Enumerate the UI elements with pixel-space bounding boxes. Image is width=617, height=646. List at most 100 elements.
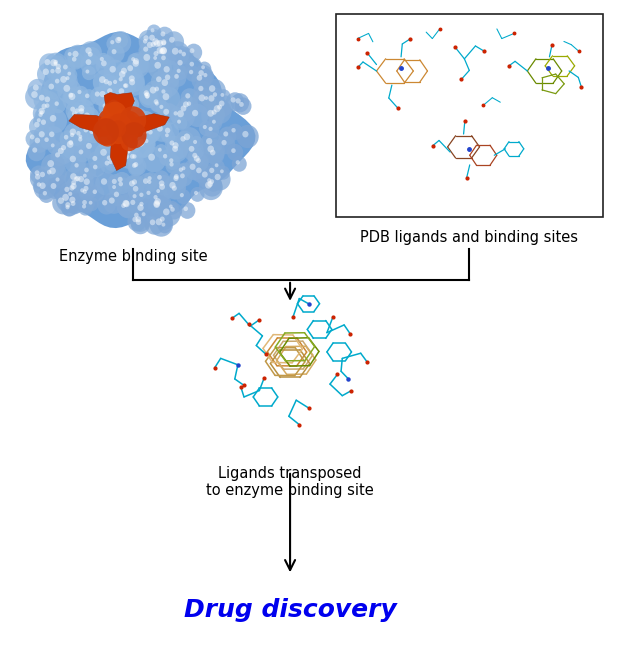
Circle shape bbox=[183, 97, 198, 114]
Circle shape bbox=[150, 87, 156, 94]
Circle shape bbox=[149, 35, 155, 41]
Text: Drug discovery: Drug discovery bbox=[184, 598, 397, 622]
Circle shape bbox=[73, 170, 94, 193]
Circle shape bbox=[63, 65, 68, 70]
Circle shape bbox=[163, 93, 169, 100]
Circle shape bbox=[236, 125, 259, 148]
Circle shape bbox=[226, 92, 244, 111]
Circle shape bbox=[163, 209, 170, 215]
Circle shape bbox=[146, 191, 151, 195]
Circle shape bbox=[110, 127, 115, 132]
Circle shape bbox=[159, 180, 164, 186]
Circle shape bbox=[196, 165, 217, 188]
Circle shape bbox=[154, 43, 174, 64]
Circle shape bbox=[132, 132, 155, 158]
Circle shape bbox=[30, 134, 35, 140]
Circle shape bbox=[51, 147, 68, 166]
Circle shape bbox=[103, 192, 125, 214]
Circle shape bbox=[89, 201, 93, 205]
Circle shape bbox=[123, 70, 144, 92]
Circle shape bbox=[169, 205, 173, 209]
Circle shape bbox=[102, 151, 118, 168]
Circle shape bbox=[165, 158, 181, 174]
Circle shape bbox=[86, 70, 89, 74]
Circle shape bbox=[106, 36, 121, 52]
Circle shape bbox=[176, 189, 191, 204]
Circle shape bbox=[72, 99, 94, 122]
Circle shape bbox=[144, 90, 149, 96]
Circle shape bbox=[209, 168, 214, 173]
Circle shape bbox=[180, 173, 185, 178]
Circle shape bbox=[172, 142, 178, 149]
Circle shape bbox=[40, 133, 56, 150]
Circle shape bbox=[205, 123, 220, 138]
Circle shape bbox=[143, 47, 148, 52]
Circle shape bbox=[48, 140, 61, 154]
Circle shape bbox=[31, 91, 38, 98]
Circle shape bbox=[34, 122, 39, 128]
Circle shape bbox=[115, 73, 130, 89]
Circle shape bbox=[143, 115, 147, 120]
Circle shape bbox=[75, 109, 95, 131]
Circle shape bbox=[184, 158, 205, 180]
Circle shape bbox=[80, 41, 102, 65]
Circle shape bbox=[110, 31, 131, 54]
Circle shape bbox=[81, 137, 101, 159]
Circle shape bbox=[59, 130, 76, 147]
Circle shape bbox=[86, 59, 91, 65]
Circle shape bbox=[50, 59, 57, 67]
Circle shape bbox=[231, 128, 236, 132]
Circle shape bbox=[103, 109, 117, 123]
Circle shape bbox=[39, 131, 45, 138]
Circle shape bbox=[132, 180, 137, 185]
Circle shape bbox=[178, 50, 182, 54]
Circle shape bbox=[156, 87, 180, 112]
Circle shape bbox=[70, 129, 76, 135]
Circle shape bbox=[54, 101, 59, 106]
Circle shape bbox=[220, 169, 224, 173]
Circle shape bbox=[189, 48, 194, 53]
Circle shape bbox=[65, 180, 83, 200]
Circle shape bbox=[44, 96, 50, 102]
Circle shape bbox=[144, 118, 164, 138]
Circle shape bbox=[114, 33, 128, 48]
Circle shape bbox=[112, 96, 118, 103]
Circle shape bbox=[74, 103, 93, 123]
Circle shape bbox=[59, 60, 76, 78]
Circle shape bbox=[60, 182, 78, 201]
Circle shape bbox=[160, 122, 179, 143]
Circle shape bbox=[75, 109, 80, 113]
Circle shape bbox=[170, 107, 184, 123]
Circle shape bbox=[33, 101, 55, 125]
Circle shape bbox=[65, 102, 83, 120]
Circle shape bbox=[80, 170, 93, 184]
Circle shape bbox=[100, 149, 107, 156]
Circle shape bbox=[52, 142, 73, 164]
Circle shape bbox=[81, 89, 97, 106]
Circle shape bbox=[106, 141, 110, 146]
Circle shape bbox=[235, 98, 252, 115]
Circle shape bbox=[35, 108, 50, 124]
Circle shape bbox=[147, 34, 172, 58]
Circle shape bbox=[129, 180, 135, 187]
Circle shape bbox=[78, 200, 93, 216]
Circle shape bbox=[151, 82, 167, 99]
Circle shape bbox=[148, 56, 172, 80]
Circle shape bbox=[205, 145, 225, 165]
Circle shape bbox=[175, 163, 190, 179]
Circle shape bbox=[137, 47, 161, 72]
Circle shape bbox=[151, 41, 173, 65]
Circle shape bbox=[58, 198, 64, 204]
Circle shape bbox=[123, 83, 127, 88]
Circle shape bbox=[219, 101, 225, 107]
Circle shape bbox=[70, 133, 74, 137]
Circle shape bbox=[236, 98, 241, 103]
Circle shape bbox=[199, 70, 204, 76]
Circle shape bbox=[185, 93, 190, 98]
Circle shape bbox=[133, 194, 136, 198]
Circle shape bbox=[105, 116, 132, 144]
Circle shape bbox=[39, 91, 59, 112]
Circle shape bbox=[78, 137, 83, 141]
Circle shape bbox=[174, 174, 179, 179]
Circle shape bbox=[89, 129, 94, 134]
